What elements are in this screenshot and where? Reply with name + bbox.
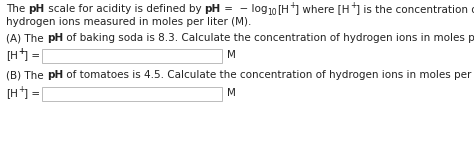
Text: [H: [H <box>277 4 289 14</box>
Text: (B) The: (B) The <box>6 70 47 80</box>
Text: ] =: ] = <box>24 50 40 60</box>
Text: (A) The: (A) The <box>6 33 47 43</box>
FancyBboxPatch shape <box>42 49 222 63</box>
Text: +: + <box>18 47 24 56</box>
Text: ] =: ] = <box>24 88 40 98</box>
Text: of baking soda is 8.3. Calculate the concentration of hydrogen ions in moles per: of baking soda is 8.3. Calculate the con… <box>63 33 474 43</box>
Text: 10: 10 <box>267 8 277 16</box>
Text: +: + <box>18 85 24 94</box>
FancyBboxPatch shape <box>42 87 222 101</box>
Text: M: M <box>228 50 236 60</box>
Text: +: + <box>18 47 24 56</box>
Text: ] where [H: ] where [H <box>295 4 350 14</box>
Text: ] is the concentration of: ] is the concentration of <box>356 4 474 14</box>
Text: [H: [H <box>6 50 18 60</box>
Text: pH: pH <box>47 70 63 80</box>
Text: M: M <box>228 88 236 98</box>
Text: +: + <box>289 0 295 9</box>
Text: scale for acidity is defined by: scale for acidity is defined by <box>45 4 205 14</box>
Text: =  − log: = − log <box>221 4 267 14</box>
Text: [H: [H <box>6 88 18 98</box>
Text: pH: pH <box>28 4 45 14</box>
Text: The: The <box>6 4 28 14</box>
Text: pH: pH <box>205 4 221 14</box>
Text: pH: pH <box>47 33 63 43</box>
Text: of tomatoes is 4.5. Calculate the concentration of hydrogen ions in moles per li: of tomatoes is 4.5. Calculate the concen… <box>63 70 474 80</box>
Text: hydrogen ions measured in moles per liter (M).: hydrogen ions measured in moles per lite… <box>6 17 251 27</box>
Text: +: + <box>350 0 356 9</box>
